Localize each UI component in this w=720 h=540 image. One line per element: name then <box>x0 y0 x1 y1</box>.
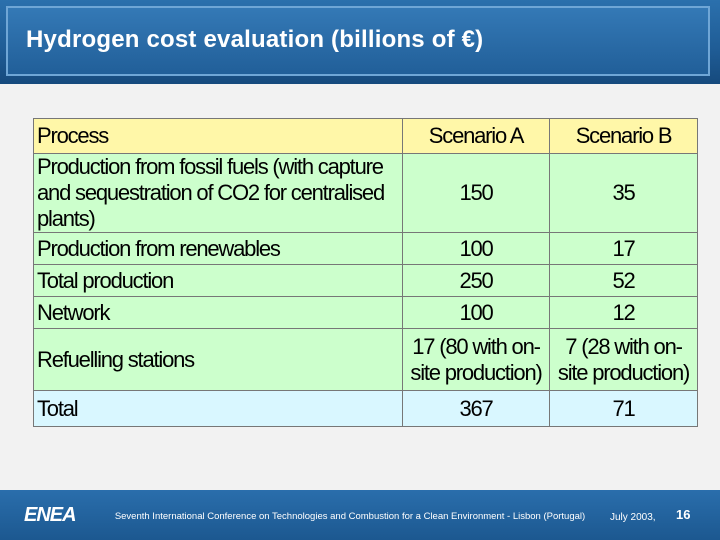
page-number: 16 <box>676 507 691 522</box>
table-row: Refuelling stations 17 (80 with on-site … <box>33 328 698 391</box>
table-header-row: Process Scenario A Scenario B <box>33 118 698 154</box>
footer-date: July 2003, <box>610 512 656 523</box>
header-scenario-a: Scenario A <box>402 118 550 154</box>
process-cell: Refuelling stations <box>33 328 403 391</box>
scenario-b-cell: 7 (28 with on-site production) <box>549 328 698 391</box>
scenario-a-cell: 250 <box>402 264 550 297</box>
table-row: Network 100 12 <box>33 296 698 329</box>
scenario-b-cell: 12 <box>549 296 698 329</box>
total-scenario-a: 367 <box>402 390 550 427</box>
enea-logo: ENEA <box>24 504 77 526</box>
scenario-b-cell: 17 <box>549 232 698 265</box>
process-cell: Total production <box>33 264 403 297</box>
process-cell: Network <box>33 296 403 329</box>
total-scenario-b: 71 <box>549 390 698 427</box>
process-cell: Production from fossil fuels (with captu… <box>33 153 403 233</box>
cost-table-container: Process Scenario A Scenario B Production… <box>33 118 698 427</box>
process-cell: Production from renewables <box>33 232 403 265</box>
table-row: Total production 250 52 <box>33 264 698 297</box>
header-scenario-b: Scenario B <box>549 118 698 154</box>
title-frame <box>6 6 710 76</box>
scenario-a-cell: 17 (80 with on-site production) <box>402 328 550 391</box>
table-row: Production from renewables 100 17 <box>33 232 698 265</box>
scenario-b-cell: 35 <box>549 153 698 233</box>
scenario-a-cell: 150 <box>402 153 550 233</box>
footer-bar: ENEA Seventh International Conference on… <box>0 490 720 540</box>
cost-table: Process Scenario A Scenario B Production… <box>33 118 698 427</box>
scenario-b-cell: 52 <box>549 264 698 297</box>
scenario-a-cell: 100 <box>402 232 550 265</box>
table-row: Production from fossil fuels (with captu… <box>33 153 698 233</box>
title-bar: Hydrogen cost evaluation (billions of €) <box>0 0 720 84</box>
conference-name: Seventh International Conference on Tech… <box>114 511 586 522</box>
table-total-row: Total 367 71 <box>33 390 698 427</box>
total-label: Total <box>33 390 403 427</box>
scenario-a-cell: 100 <box>402 296 550 329</box>
header-process: Process <box>33 118 403 154</box>
slide-title: Hydrogen cost evaluation (billions of €) <box>26 26 484 53</box>
